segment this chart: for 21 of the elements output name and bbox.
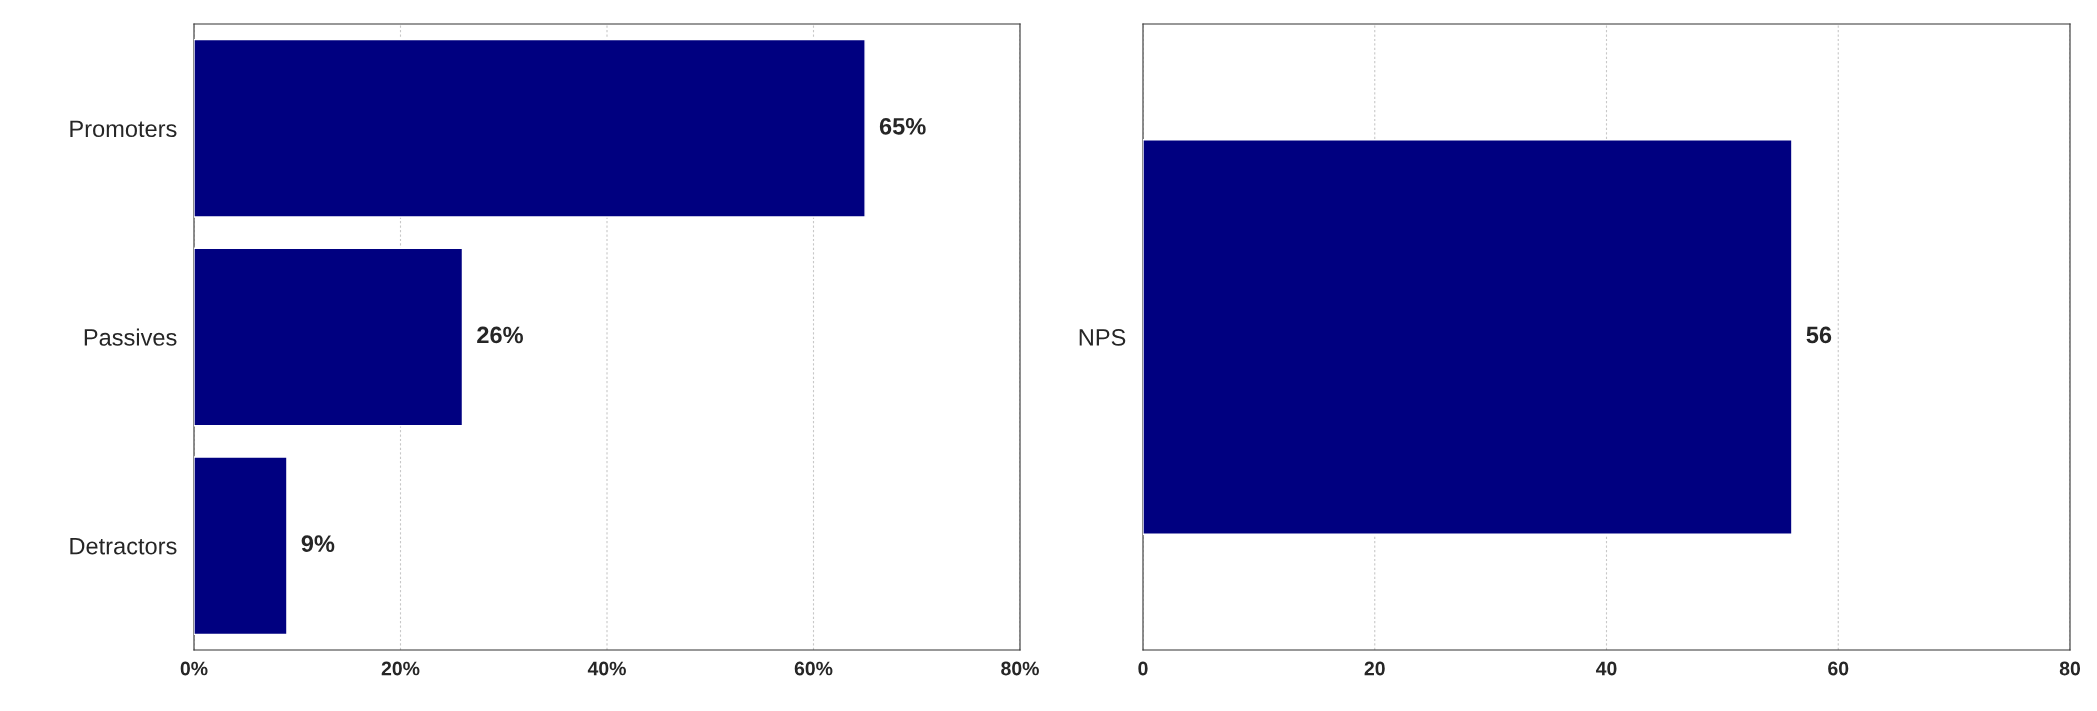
- text: 26%: [477, 326, 523, 344]
- x-tick-label: 20: [1364, 661, 1385, 676]
- x-tick-label: 0: [1138, 661, 1148, 676]
- x-tick-label: 60: [1828, 661, 1849, 676]
- text: 9%: [301, 535, 335, 552]
- x-tick-label: 0%: [180, 661, 208, 676]
- bar: [194, 38, 866, 218]
- bar: [194, 456, 288, 636]
- x-tick-label: 80: [2059, 661, 2081, 676]
- text: 65%: [879, 117, 926, 135]
- x-tick-label: 60%: [794, 661, 833, 676]
- x-tick-label: 40%: [587, 661, 626, 676]
- y-tick-label: NPS: [1079, 329, 1126, 346]
- y-tick-label: Passives: [84, 328, 177, 346]
- bar: [194, 247, 464, 427]
- x-tick-label: 40: [1595, 661, 1617, 676]
- x-tick-label: 80%: [1001, 661, 1039, 676]
- y-tick-label: Detractors: [70, 537, 177, 555]
- x-tick-label: 20%: [381, 661, 420, 676]
- data-label: 56: [1806, 326, 1832, 344]
- y-tick-label: Promoters: [70, 120, 177, 138]
